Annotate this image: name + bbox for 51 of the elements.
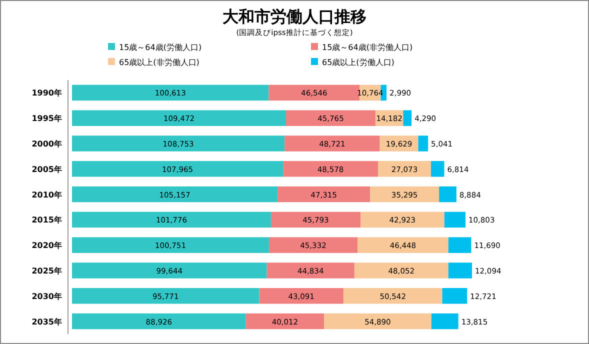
bar (354, 262, 448, 278)
legend-label: 15歳～64歳(労働人口) (119, 43, 202, 52)
bar (283, 161, 378, 177)
bar (72, 212, 271, 228)
bar (259, 288, 344, 304)
bar (268, 84, 360, 101)
bar (378, 161, 431, 177)
bar (72, 84, 269, 101)
bar (430, 161, 444, 177)
bar (403, 110, 412, 126)
bar (72, 237, 269, 253)
bar (72, 288, 260, 304)
bar (370, 186, 440, 202)
y-tick-label: 2030年 (32, 292, 62, 301)
bar (284, 136, 380, 152)
y-tick-label: 2005年 (32, 164, 62, 174)
bar (431, 313, 458, 330)
bar (448, 262, 472, 278)
bar (72, 110, 286, 126)
bar (439, 186, 456, 202)
legend-label: 15歳～64歳(非労働人口) (322, 43, 413, 52)
y-tick-label: 2035年 (32, 317, 62, 326)
bar (72, 136, 285, 152)
bar (444, 212, 466, 228)
bar (286, 110, 376, 126)
bar (448, 237, 472, 253)
y-tick-label: 2000年 (32, 140, 62, 148)
bar (278, 186, 370, 202)
bar (442, 288, 468, 304)
bar (358, 237, 448, 253)
bar (270, 212, 360, 228)
legend-label: 65歳以上(非労働人口) (119, 58, 200, 67)
bar (72, 161, 284, 177)
bar (343, 288, 442, 304)
bar (266, 262, 354, 278)
bar (324, 313, 432, 330)
bar (72, 313, 246, 330)
bar (72, 186, 278, 202)
y-tick-label: 2025年 (32, 266, 62, 276)
bar (246, 313, 324, 330)
bar (72, 262, 267, 278)
y-tick-label: 2015年 (32, 216, 62, 225)
legend-label: 65歳以上(労働人口) (322, 58, 394, 67)
bar (360, 212, 444, 228)
y-tick-label: 2020年 (32, 241, 62, 250)
bar (418, 136, 428, 152)
y-tick-label: 2010年 (32, 190, 62, 200)
bar (268, 237, 358, 253)
chart-title: 大和市労働人口推移 (222, 7, 366, 26)
y-tick-label: 1990年 (32, 88, 62, 98)
y-tick-label: 1995年 (32, 114, 62, 124)
